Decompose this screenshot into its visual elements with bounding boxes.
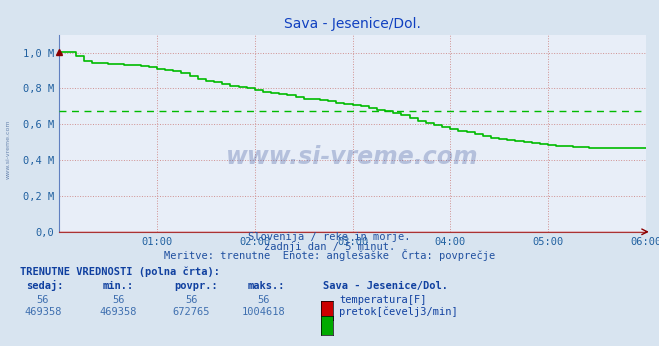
Text: Slovenija / reke in morje.: Slovenija / reke in morje. [248,233,411,243]
Text: pretok[čevelj3/min]: pretok[čevelj3/min] [339,306,458,317]
Text: zadnji dan / 5 minut.: zadnji dan / 5 minut. [264,242,395,252]
Text: 56: 56 [113,295,125,305]
Text: min.:: min.: [102,281,133,291]
Text: 469358: 469358 [100,307,137,317]
Text: 469358: 469358 [24,307,61,317]
Title: Sava - Jesenice/Dol.: Sava - Jesenice/Dol. [284,17,421,31]
Text: povpr.:: povpr.: [175,281,218,291]
Text: 1004618: 1004618 [242,307,285,317]
Text: www.si-vreme.com: www.si-vreme.com [5,119,11,179]
Text: www.si-vreme.com: www.si-vreme.com [226,145,479,169]
Text: maks.:: maks.: [247,281,285,291]
Text: temperatura[F]: temperatura[F] [339,295,427,305]
Text: 56: 56 [37,295,49,305]
Text: TRENUTNE VREDNOSTI (polna črta):: TRENUTNE VREDNOSTI (polna črta): [20,266,219,277]
Text: 672765: 672765 [173,307,210,317]
Text: Meritve: trenutne  Enote: anglešaške  Črta: povprečje: Meritve: trenutne Enote: anglešaške Črta… [164,249,495,261]
Text: 56: 56 [258,295,270,305]
Text: 56: 56 [185,295,197,305]
Text: sedaj:: sedaj: [26,280,64,291]
Text: Sava - Jesenice/Dol.: Sava - Jesenice/Dol. [323,281,448,291]
